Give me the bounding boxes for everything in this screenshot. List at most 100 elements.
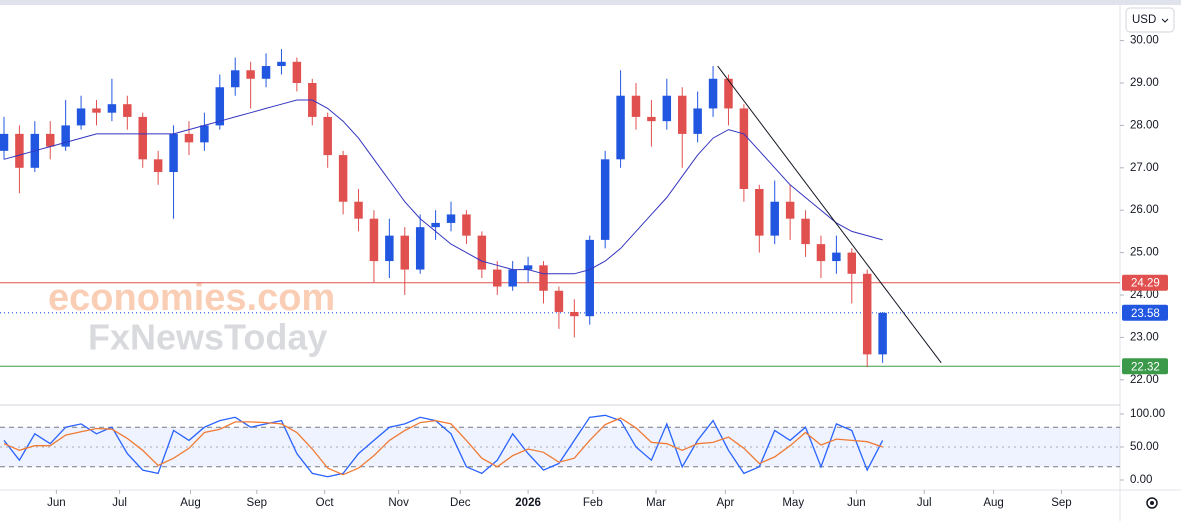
candle-body <box>493 269 502 287</box>
y-tick-label: 24.00 <box>1130 289 1159 301</box>
candle-body <box>462 214 471 236</box>
candle-body <box>585 239 594 317</box>
candle <box>770 180 779 245</box>
candle-body <box>184 133 194 143</box>
candle <box>400 227 410 295</box>
x-tick-label: Feb <box>583 497 603 509</box>
candle <box>30 121 40 173</box>
currency-button[interactable]: USD <box>1125 7 1175 33</box>
candle-body <box>400 235 410 270</box>
candle <box>184 121 194 156</box>
candle <box>385 218 394 279</box>
candle <box>508 261 517 291</box>
price-label: 23.58 <box>1131 308 1160 320</box>
candle-body <box>15 133 24 168</box>
candle-body <box>446 214 456 223</box>
candle-body <box>832 252 841 262</box>
candle-body <box>724 78 733 109</box>
candle-body <box>415 227 425 270</box>
oscillator-band <box>0 426 1120 468</box>
top-bar <box>0 0 1181 5</box>
candle-body <box>677 95 687 134</box>
trendline <box>717 65 942 364</box>
y-tick-label: 25.00 <box>1130 247 1159 259</box>
candle-body <box>554 290 564 312</box>
watermark-text: economies.com <box>48 277 335 319</box>
candle <box>616 70 625 168</box>
candle-body <box>862 273 872 355</box>
x-tick-label: Sep <box>1051 497 1071 509</box>
candle-body <box>570 311 579 317</box>
candle <box>292 57 302 92</box>
x-tick-label: Nov <box>388 497 409 509</box>
candle-body <box>739 108 749 189</box>
candle <box>739 104 749 202</box>
y-tick-label: 28.00 <box>1130 119 1159 131</box>
candle <box>230 57 240 96</box>
candle <box>200 112 209 151</box>
candle <box>677 87 687 168</box>
x-tick-label: Jun <box>847 497 866 509</box>
candle-body <box>246 70 255 79</box>
x-tick-label: Aug <box>983 497 1003 509</box>
y-tick-label: 22.00 <box>1130 374 1159 386</box>
oscillator-line <box>3 414 884 478</box>
x-tick-label: Apr <box>716 497 734 509</box>
candle <box>724 74 733 126</box>
x-tick-label: Sep <box>247 497 267 509</box>
candle-body <box>215 87 225 126</box>
candle <box>570 299 579 338</box>
candle <box>755 184 764 253</box>
candle <box>431 210 440 240</box>
candle <box>816 235 826 279</box>
y-tick-label: 27.00 <box>1130 162 1159 174</box>
oscillator-line <box>3 417 883 476</box>
price-label-box <box>1122 304 1168 321</box>
candle <box>0 116 9 160</box>
x-tick-label: Oct <box>316 497 335 509</box>
candle-body <box>292 61 302 83</box>
candle <box>708 66 718 117</box>
x-tick-label: Jun <box>47 497 66 509</box>
candle <box>862 269 872 368</box>
candle-body <box>61 125 70 147</box>
x-tick-label: Aug <box>180 497 200 509</box>
candle-body <box>261 66 271 79</box>
candle <box>631 83 641 130</box>
watermark: economies.com FxNewsToday <box>48 277 335 357</box>
candle-body <box>708 78 718 109</box>
candle-body <box>354 201 363 219</box>
gear-icon[interactable] <box>1146 497 1158 509</box>
candle-body <box>200 125 209 143</box>
candle-body <box>631 95 641 117</box>
currency-button-box[interactable] <box>1125 7 1175 33</box>
candle-body <box>0 133 9 151</box>
settings-button[interactable] <box>1146 497 1158 509</box>
candle-body <box>338 155 348 202</box>
price-label-box <box>1122 358 1168 375</box>
currency-label[interactable]: USD <box>1132 14 1156 26</box>
y-tick-label: 26.00 <box>1130 204 1159 216</box>
x-tick-label: Jul <box>112 497 127 509</box>
candle <box>323 112 332 168</box>
x-tick-label: Mar <box>646 497 666 509</box>
candle <box>446 201 456 232</box>
candle-body <box>230 70 240 88</box>
candle-body <box>816 244 826 262</box>
candle <box>15 125 24 194</box>
moving-average <box>3 99 883 275</box>
candle-body <box>385 235 394 262</box>
candle-body <box>277 61 286 67</box>
x-tick-label: 2026 <box>515 497 541 509</box>
candle <box>92 99 101 126</box>
candle <box>369 210 379 283</box>
candle-body <box>138 116 147 160</box>
candle <box>246 61 255 109</box>
candle-body <box>662 95 672 122</box>
candle <box>415 214 425 274</box>
chevron-icon <box>1161 18 1169 23</box>
candle <box>693 91 702 143</box>
candle <box>123 95 132 130</box>
